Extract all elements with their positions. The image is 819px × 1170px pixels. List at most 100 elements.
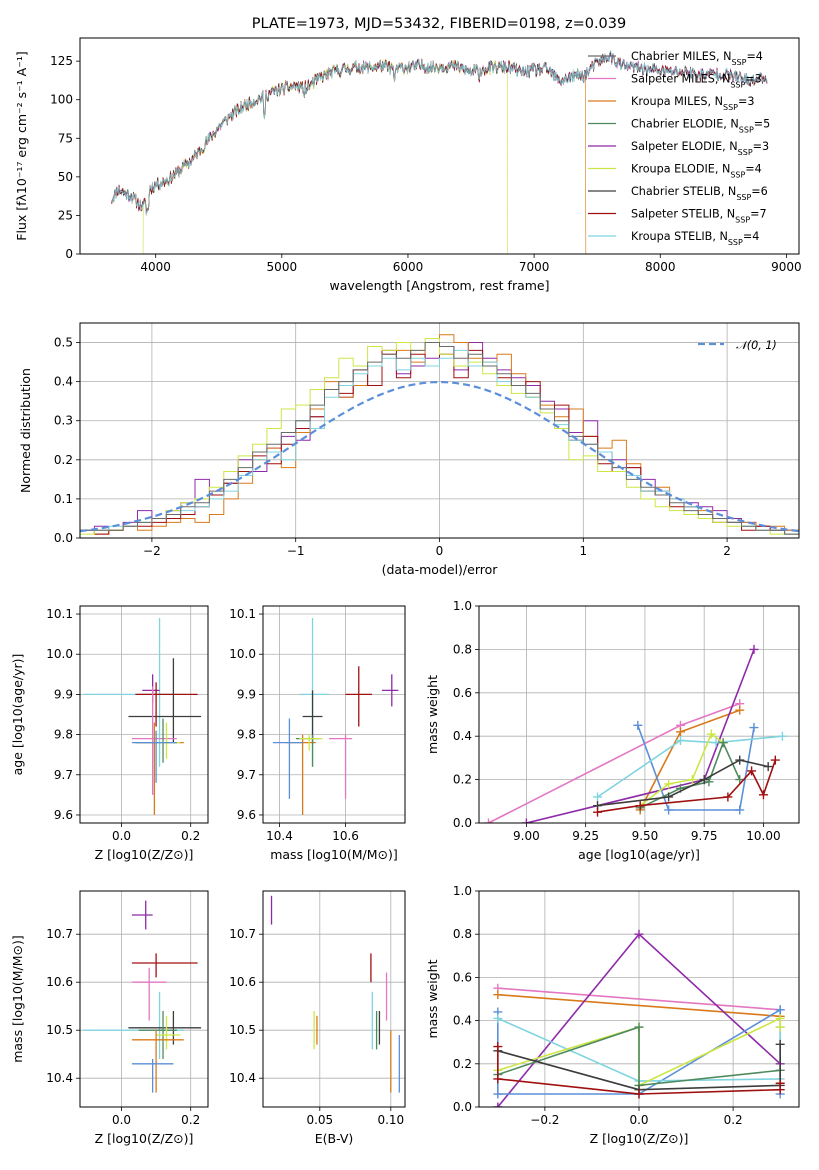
errorbar-point — [131, 730, 177, 783]
weight-series-marker — [758, 790, 768, 800]
y-tick-label: 25 — [58, 208, 73, 222]
age-vs-mass-xlabel: mass [log10(M/M⊙)] — [270, 847, 398, 862]
y-tick-label: 0.6 — [453, 970, 472, 984]
weight-series-marker — [634, 1022, 644, 1032]
y-tick-label: 100 — [50, 93, 73, 107]
y-tick-label: 9.9 — [54, 687, 73, 701]
x-tick-label: 9.50 — [632, 829, 659, 843]
normal-reference-curve — [80, 380, 799, 533]
y-tick-label: 0.0 — [453, 1100, 472, 1114]
x-tick-label: −0.2 — [530, 1113, 559, 1127]
errorbar-point — [299, 618, 330, 767]
errorbar-point — [345, 666, 372, 727]
y-tick-label: 9.6 — [54, 808, 73, 822]
x-tick-label: 0.10 — [377, 1113, 404, 1127]
y-tick-label: 0.6 — [453, 686, 472, 700]
y-tick-label: 10.0 — [229, 647, 256, 661]
errorbar-point — [131, 1059, 174, 1093]
weight-vs-age-plot-area — [483, 644, 787, 823]
weight-series-marker — [635, 801, 645, 811]
x-tick-label: 2 — [723, 544, 731, 558]
x-tick-label: −1 — [287, 544, 305, 558]
y-tick-label: 1.0 — [453, 884, 472, 898]
y-tick-label: 125 — [50, 54, 73, 68]
weight-series-marker — [493, 1102, 503, 1107]
y-tick-label: 10.5 — [229, 1023, 256, 1037]
weight-series-marker — [775, 1013, 785, 1023]
weight-series-line — [639, 732, 724, 807]
x-tick-label: 9.25 — [572, 829, 599, 843]
mass-vs-Z-ylabel: mass [log10(M/M⊙)] — [10, 935, 25, 1063]
weight-series-marker — [634, 1089, 644, 1099]
x-tick-label: 4000 — [140, 260, 171, 274]
weight-vs-age-frame — [478, 605, 800, 824]
residuals-xlabel: (data-model)/error — [382, 562, 499, 577]
weight-series-marker — [735, 705, 745, 715]
age-vs-mass-frame — [262, 605, 406, 824]
weight-series-marker — [521, 818, 531, 823]
weight-series-marker — [634, 929, 644, 939]
y-tick-label: 10.1 — [46, 607, 73, 621]
weight-series-marker — [763, 762, 773, 772]
y-tick-label: 0.5 — [54, 336, 73, 350]
x-tick-label: 0.05 — [306, 1113, 333, 1127]
y-tick-label: 10.7 — [229, 927, 256, 941]
legend-label: Salpeter MILES, NSSP=3 — [631, 73, 762, 90]
histogram-series — [80, 349, 799, 538]
errorbar-point — [131, 967, 167, 1021]
weight-series-marker — [770, 755, 780, 765]
weight-series-marker — [735, 755, 745, 765]
y-tick-label: 0.4 — [453, 729, 472, 743]
residuals-plot-area — [80, 334, 799, 538]
x-tick-label: 10.6 — [332, 829, 359, 843]
y-tick-label: 10.4 — [46, 1071, 73, 1085]
weight-series-line — [597, 759, 777, 813]
weight-series-marker — [747, 766, 757, 776]
x-tick-label: 1 — [579, 544, 587, 558]
weight-vs-age-ylabel: mass weight — [425, 675, 440, 754]
errorbar-point — [128, 1011, 202, 1045]
weight-series-line — [497, 987, 781, 1011]
mass-vs-ebv-frame — [262, 890, 406, 1108]
weight-series-marker — [675, 727, 685, 737]
y-tick-label: 0.1 — [54, 492, 73, 506]
spectrum-frame — [79, 37, 800, 255]
histogram-series — [80, 342, 799, 538]
weight-vs-age-axes: 9.00 9.25 9.50 9.75 10.00 0.0 0.2 0.4 0.6 0.8 1.0 a… — [425, 599, 800, 862]
y-tick-label: 9.6 — [237, 808, 256, 822]
weight-series-marker — [493, 1074, 503, 1084]
weight-series-marker — [723, 792, 733, 802]
age-vs-mass-plot-area — [272, 618, 399, 815]
y-tick-label: 0.4 — [453, 1014, 472, 1028]
mass-vs-Z-xlabel: Z [log10(Z/Z⊙)] — [95, 1131, 194, 1146]
legend-label: Chabrier ELODIE, NSSP=5 — [631, 118, 770, 135]
legend-label: Chabrier STELIB, NSSP=6 — [631, 185, 768, 202]
weight-vs-age-xlabel: age [log10(age/yr)] — [578, 847, 700, 862]
y-tick-label: 0.2 — [54, 453, 73, 467]
x-tick-label: 6000 — [393, 260, 424, 274]
y-tick-label: 50 — [58, 170, 73, 184]
x-tick-label: 9000 — [771, 260, 802, 274]
x-tick-label: 0.2 — [181, 1113, 200, 1127]
errorbar-point — [83, 618, 174, 767]
y-tick-label: 10.6 — [46, 975, 73, 989]
errorbar-point — [302, 690, 323, 743]
errorbar-point — [272, 718, 303, 799]
y-tick-label: 1.0 — [453, 599, 472, 613]
figure-title: PLATE=1973, MJD=53432, FIBERID=0198, z=0… — [252, 16, 626, 32]
age-vs-Z-xlabel: Z [log10(Z/Z⊙)] — [95, 847, 194, 862]
errorbar-point — [131, 1030, 184, 1093]
weight-series-marker — [749, 723, 759, 733]
residuals-axes: −2 −1 0 1 2 0.0 0.1 0.2 0.3 0.4 0.5 (data-model)/er… — [18, 322, 800, 577]
weight-series-marker — [718, 738, 728, 748]
age-vs-Z-axes: 0.0 0.2 9.6 9.7 9.8 9.9 10.0 10.1 Z [log10(Z/Z⊙)… — [10, 605, 209, 862]
weight-series-line — [497, 1044, 781, 1091]
weight-series-marker — [493, 1013, 503, 1023]
x-tick-label: 7000 — [519, 260, 550, 274]
spectrum-series-line — [142, 58, 508, 254]
errorbar-point — [381, 674, 399, 707]
weight-series-marker — [775, 1078, 785, 1088]
errorbar-point — [156, 1015, 181, 1050]
weight-series-marker — [633, 720, 643, 730]
